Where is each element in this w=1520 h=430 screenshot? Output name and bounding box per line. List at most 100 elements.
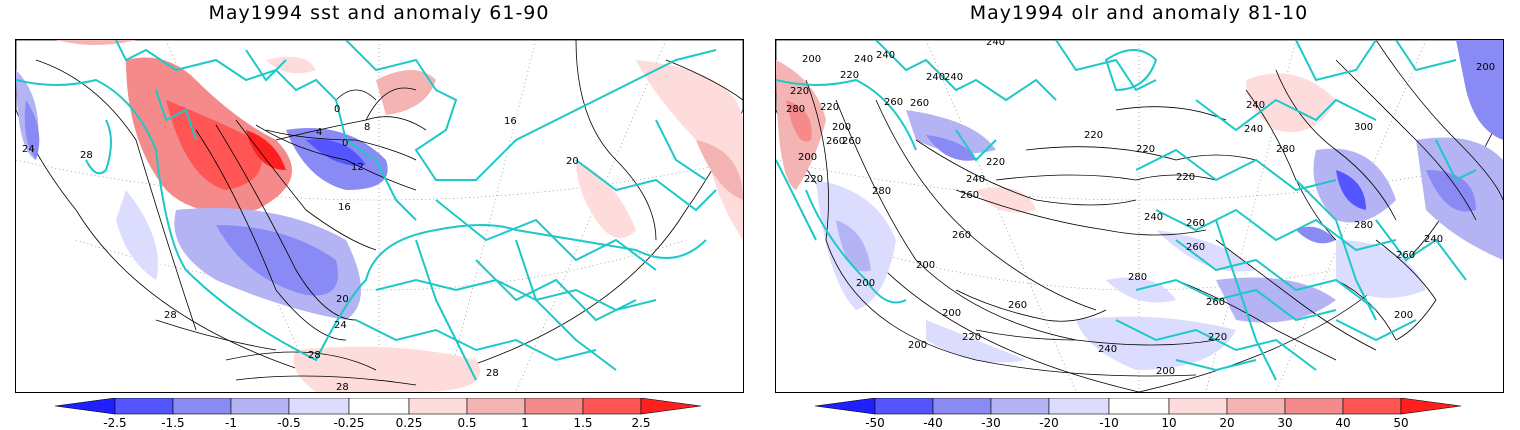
olr-colorbar: -50 -40 -30 -20 -10 10 20 30 40 50	[815, 398, 1462, 430]
contour-label: 200	[798, 152, 817, 163]
contour-label: 300	[1354, 122, 1373, 133]
contour-label: 260	[1186, 218, 1205, 229]
contour-label: 220	[820, 102, 839, 113]
contour-label: 220	[1136, 144, 1155, 155]
olr-map: 200 240 220 220 240 240 280 260 260 200 …	[775, 39, 1504, 393]
colorbar-labels: -2.5 -1.5 -1 -0.5 -0.25 0.25 0.5 1 1.5 2…	[103, 416, 650, 430]
contour-label: 260	[1186, 242, 1205, 253]
contour-label: 220	[962, 332, 981, 343]
contour-label: 200	[856, 278, 875, 289]
contour-label: 240	[854, 54, 873, 65]
contour-label: 260	[960, 190, 979, 201]
colorbar-label: 10	[1161, 416, 1176, 430]
contour-label: 260	[826, 136, 845, 147]
contour-label: 240	[966, 174, 985, 185]
contour-label: 220	[840, 70, 859, 81]
contour-label: 16	[504, 116, 517, 127]
colorbar-label: 2.5	[631, 416, 650, 430]
contour-label: 24	[22, 144, 35, 155]
contour-label: 240	[926, 72, 945, 83]
contour-label: 200	[1156, 366, 1175, 377]
contour-label: 0	[334, 104, 340, 115]
contour-label: 260	[884, 97, 903, 108]
sst-colorbar: -2.5 -1.5 -1 -0.5 -0.25 0.25 0.5 1 1.5 2…	[55, 398, 702, 430]
colorbar-label: -50	[865, 416, 885, 430]
colorbar-swatches	[55, 398, 702, 415]
contour-label: 280	[1128, 272, 1147, 283]
colorbar-label: 40	[1335, 416, 1350, 430]
colorbar-label: 20	[1219, 416, 1234, 430]
contour-label: 240	[1424, 234, 1443, 245]
sst-contours	[35, 40, 743, 386]
contour-label: 8	[364, 122, 370, 133]
sst-anomaly-shading	[16, 40, 743, 392]
contour-label: 220	[790, 86, 809, 97]
contour-label: 28	[80, 150, 93, 161]
contour-label: 0	[342, 138, 348, 149]
colorbar-swatches	[815, 398, 1462, 415]
contour-label: 12	[351, 162, 364, 173]
contour-label: 280	[786, 104, 805, 115]
sst-contour-labels: 24 28 0 0 4 8 12 16 16 20 20 24 28 28 28…	[22, 104, 579, 392]
contour-label: 240	[944, 72, 963, 83]
contour-label: 220	[1208, 332, 1227, 343]
colorbar-label: 0.5	[457, 416, 476, 430]
colorbar-label: 0.25	[396, 416, 423, 430]
contour-label: 28	[308, 350, 321, 361]
contour-label: 260	[1206, 297, 1225, 308]
contour-label: 240	[986, 40, 1005, 48]
contour-label: 260	[952, 230, 971, 241]
colorbar-label: -2.5	[103, 416, 126, 430]
contour-label: 24	[334, 320, 347, 331]
coastlines	[776, 40, 1477, 381]
contour-label: 200	[802, 54, 821, 65]
colorbar-label: -0.5	[277, 416, 300, 430]
contour-label: 220	[1084, 130, 1103, 141]
colorbar-label: -40	[923, 416, 943, 430]
contour-label: 260	[910, 98, 929, 109]
contour-label: 4	[316, 127, 322, 138]
contour-label: 260	[1396, 250, 1415, 261]
sst-map: 24 28 0 0 4 8 12 16 16 20 20 24 28 28 28…	[15, 39, 744, 393]
colorbar-label: 30	[1277, 416, 1292, 430]
contour-label: 28	[164, 310, 177, 321]
contour-label: 240	[876, 50, 895, 61]
contour-label: 200	[942, 308, 961, 319]
colorbar-label: -1.5	[161, 416, 184, 430]
colorbar-label: -1	[225, 416, 237, 430]
contour-label: 280	[1354, 220, 1373, 231]
colorbar-label: 1.5	[573, 416, 592, 430]
contour-label: 16	[338, 202, 351, 213]
contour-label: 260	[842, 136, 861, 147]
contour-label: 240	[1246, 100, 1265, 111]
contour-label: 220	[804, 174, 823, 185]
contour-label: 200	[1394, 310, 1413, 321]
contour-label: 200	[908, 340, 927, 351]
contour-label: 260	[1008, 300, 1027, 311]
contour-label: 200	[832, 122, 851, 133]
right-panel-title: May1994 olr and anomaly 81-10	[969, 2, 1309, 24]
contour-label: 280	[1276, 144, 1295, 155]
contour-label: 28	[336, 382, 349, 392]
contour-label: 220	[986, 157, 1005, 168]
contour-label: 20	[566, 156, 579, 167]
contour-label: 200	[916, 260, 935, 271]
colorbar-label: -30	[981, 416, 1001, 430]
olr-contour-labels: 200 240 220 220 240 240 280 260 260 200 …	[786, 40, 1495, 377]
colorbar-label: -0.25	[333, 416, 364, 430]
contour-label: 28	[486, 368, 499, 379]
contour-label: 240	[1144, 212, 1163, 223]
contour-label: 220	[1176, 172, 1195, 183]
colorbar-label: -10	[1099, 416, 1119, 430]
contour-label: 240	[1244, 124, 1263, 135]
contour-label: 240	[1098, 344, 1117, 355]
colorbar-label: 50	[1393, 416, 1408, 430]
olr-anomaly-shading	[776, 40, 1503, 370]
left-panel-title: May1994 sst and anomaly 61-90	[208, 2, 550, 24]
colorbar-labels: -50 -40 -30 -20 -10 10 20 30 40 50	[865, 416, 1408, 430]
coastlines	[16, 40, 717, 381]
contour-label: 280	[872, 186, 891, 197]
colorbar-label: 1	[521, 416, 529, 430]
contour-label: 20	[336, 294, 349, 305]
colorbar-label: -20	[1039, 416, 1059, 430]
